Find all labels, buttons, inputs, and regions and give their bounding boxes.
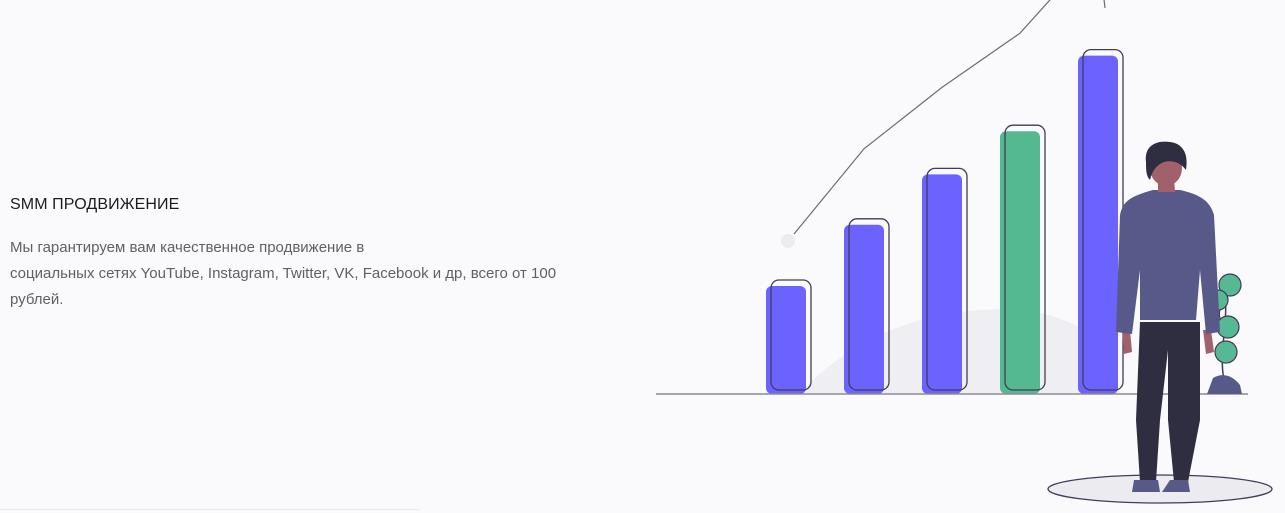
bar-3	[922, 174, 962, 394]
growth-chart-illustration	[656, 0, 1273, 504]
bar-outline-1	[770, 279, 812, 391]
bar-5	[1078, 55, 1118, 394]
bar-1	[766, 286, 806, 394]
bar-outline-4	[1004, 124, 1046, 391]
hero-text: SMM ПРОДВИЖЕНИЕ Мы гарантируем вам качес…	[10, 194, 610, 313]
bar-outline-3	[926, 167, 968, 391]
hero-description: Мы гарантируем вам качественное продвиже…	[10, 235, 610, 313]
description-line-2: социальных сетях YouTube, Instagram, Twi…	[10, 265, 557, 282]
hero-title: SMM ПРОДВИЖЕНИЕ	[10, 196, 180, 213]
bar-4	[1000, 131, 1040, 394]
description-line-1: Мы гарантируем вам качественное продвиже…	[10, 239, 365, 256]
bar-outline-2	[848, 218, 890, 391]
chart-bars	[766, 48, 1124, 394]
plant-icon	[1207, 273, 1242, 394]
person-icon	[1116, 141, 1220, 492]
floor-shadow	[1047, 474, 1273, 504]
description-line-3: рублей.	[10, 291, 64, 308]
trend-line	[793, 0, 1106, 235]
bar-2	[844, 224, 884, 394]
trend-start-dot	[781, 234, 795, 248]
divider	[0, 509, 420, 510]
